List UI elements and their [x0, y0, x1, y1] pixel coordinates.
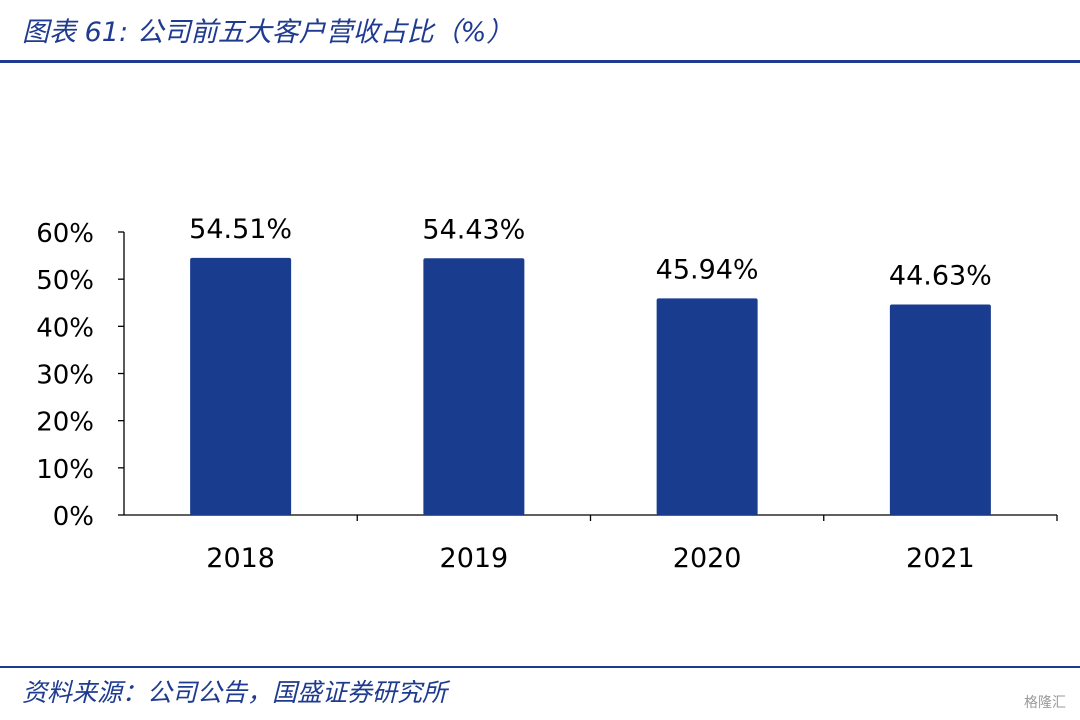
y-tick-label: 20% — [36, 408, 94, 438]
x-tick-label-2019: 2019 — [440, 543, 509, 574]
data-label-2018: 54.51% — [189, 214, 292, 245]
data-label-2019: 54.43% — [422, 214, 525, 245]
y-tick-label: 30% — [36, 361, 94, 391]
bar-2019 — [423, 258, 525, 515]
figure-title: 图表 61: 公司前五大客户营收占比（%） — [22, 17, 514, 48]
bar-2020 — [656, 298, 758, 515]
x-tick-label-2021: 2021 — [906, 543, 975, 574]
data-label-2021: 44.63% — [889, 260, 992, 291]
bar-2021 — [889, 304, 991, 515]
watermark-logo: 格隆汇 — [1024, 695, 1066, 711]
y-tick-label: 60% — [36, 219, 94, 249]
x-tick-label-2020: 2020 — [673, 543, 742, 574]
y-tick-label: 40% — [36, 313, 94, 343]
y-tick-label: 50% — [36, 266, 94, 296]
data-label-2020: 45.94% — [656, 254, 759, 285]
footer-divider — [0, 666, 1080, 668]
bar-chart: 0% 10% 20% 30% 40% 50% 60% 54.51% 2018 54.43% 2019… — [36, 214, 1058, 574]
source-note: 资料来源：公司公告，国盛证券研究所 — [22, 678, 448, 707]
y-tick-label: 10% — [36, 455, 94, 485]
x-tick-label-2018: 2018 — [206, 543, 275, 574]
bar-2018 — [190, 257, 292, 515]
header-divider — [0, 60, 1080, 63]
y-tick-label: 0% — [53, 502, 94, 532]
